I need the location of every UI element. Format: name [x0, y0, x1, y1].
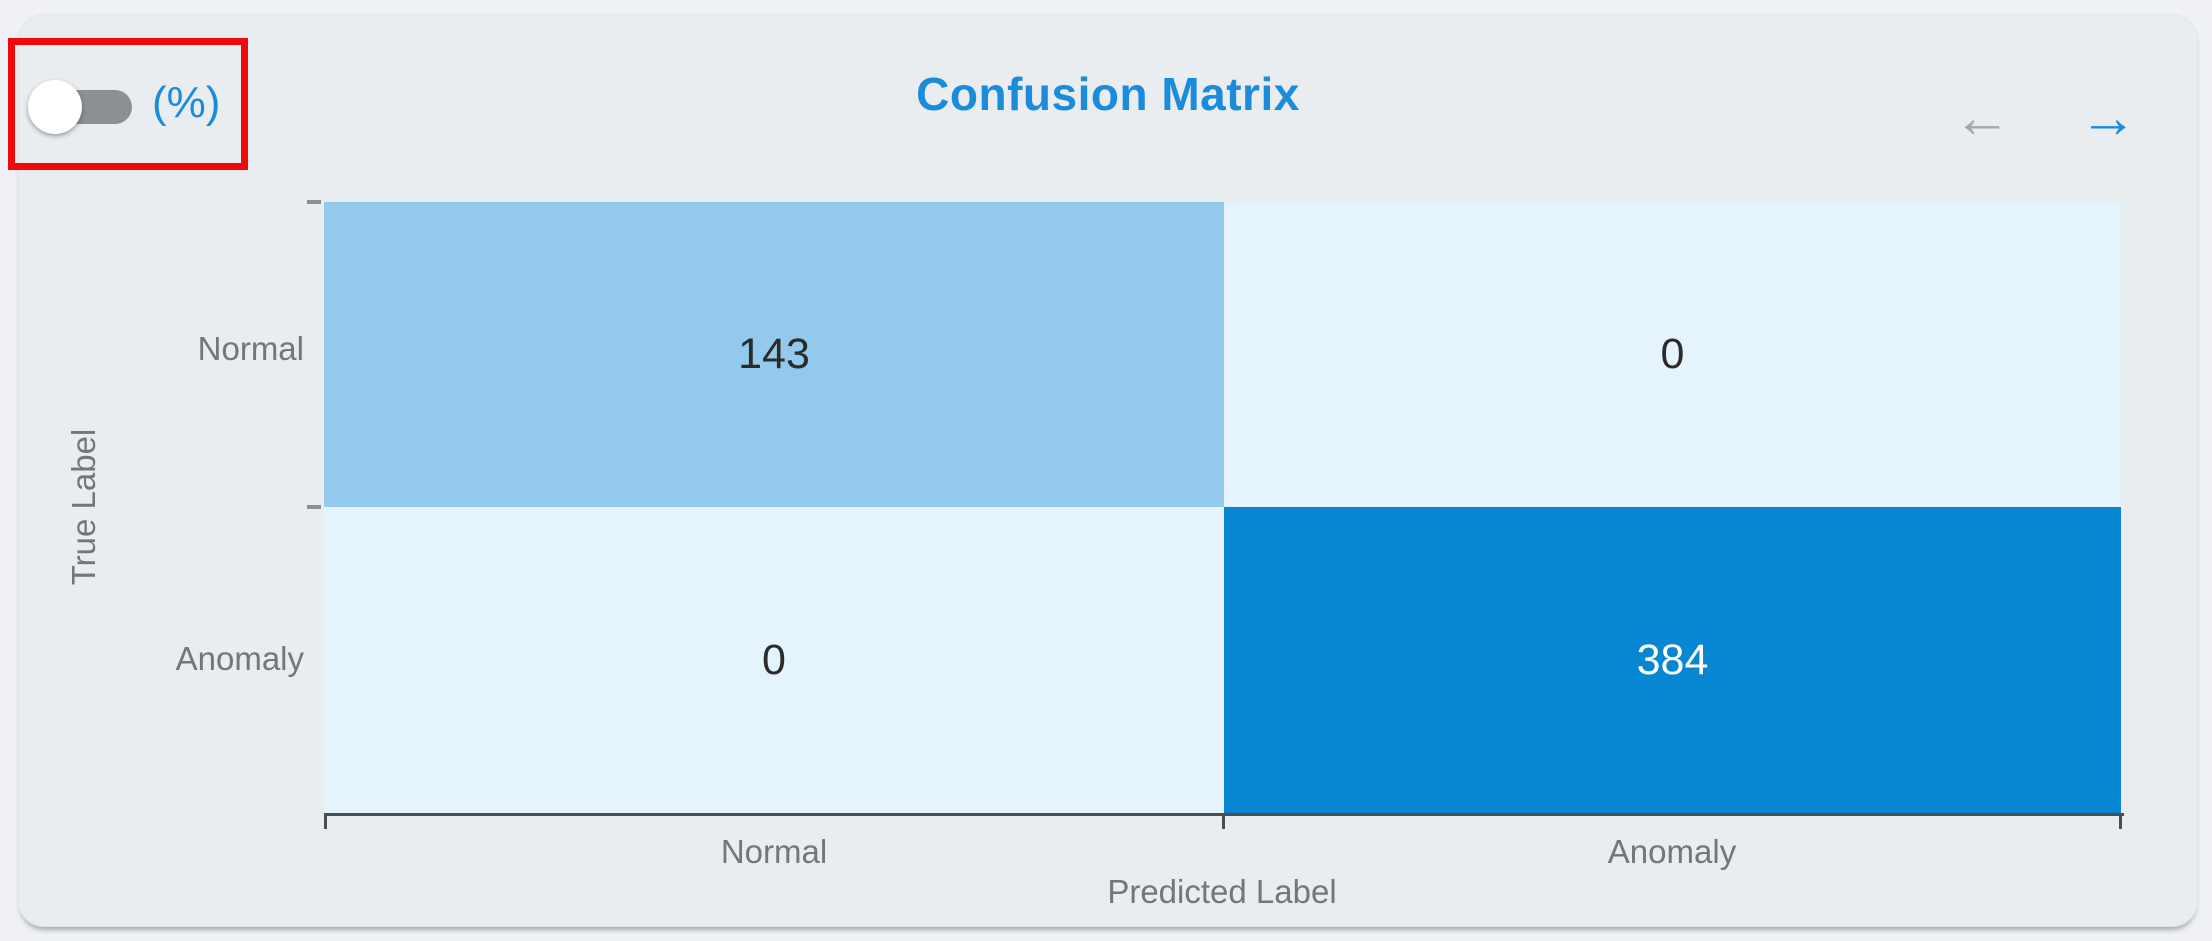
percent-toggle[interactable]	[28, 80, 132, 134]
x-axis-title: Predicted Label	[1107, 873, 1337, 910]
y-axis-title: True Label	[65, 428, 102, 586]
y-tick-label-anomaly: Anomaly	[175, 640, 304, 677]
x-axis-tick	[2119, 815, 2122, 829]
y-axis-tick	[307, 505, 321, 509]
x-axis-tick	[1222, 815, 1225, 829]
x-axis-tick	[324, 815, 327, 829]
y-tick-label-normal: Normal	[197, 330, 304, 367]
next-chart-arrow-icon[interactable]: →	[2079, 85, 2137, 150]
cell-true-anomaly-pred-normal: 0	[324, 507, 1224, 813]
toggle-knob[interactable]	[28, 80, 82, 134]
red-annotation-box	[8, 38, 248, 170]
cell-true-normal-pred-anomaly: 0	[1224, 202, 2121, 507]
x-tick-label-normal: Normal	[720, 833, 828, 870]
cell-true-normal-pred-normal: 143	[324, 202, 1224, 507]
confusion-matrix-card: Confusion Matrix ← → 143 0 0 384 Normal …	[18, 14, 2198, 927]
cell-true-anomaly-pred-anomaly: 384	[1224, 507, 2121, 813]
x-axis-line	[324, 813, 2124, 816]
percent-toggle-label: (%)	[152, 78, 221, 127]
previous-chart-arrow-icon[interactable]: ←	[1953, 85, 2011, 150]
x-tick-label-anomaly: Anomaly	[1607, 833, 1737, 870]
chart-title: Confusion Matrix	[916, 68, 1300, 120]
confusion-matrix-heatmap: 143 0 0 384	[324, 202, 2121, 813]
y-axis-tick	[307, 200, 321, 204]
